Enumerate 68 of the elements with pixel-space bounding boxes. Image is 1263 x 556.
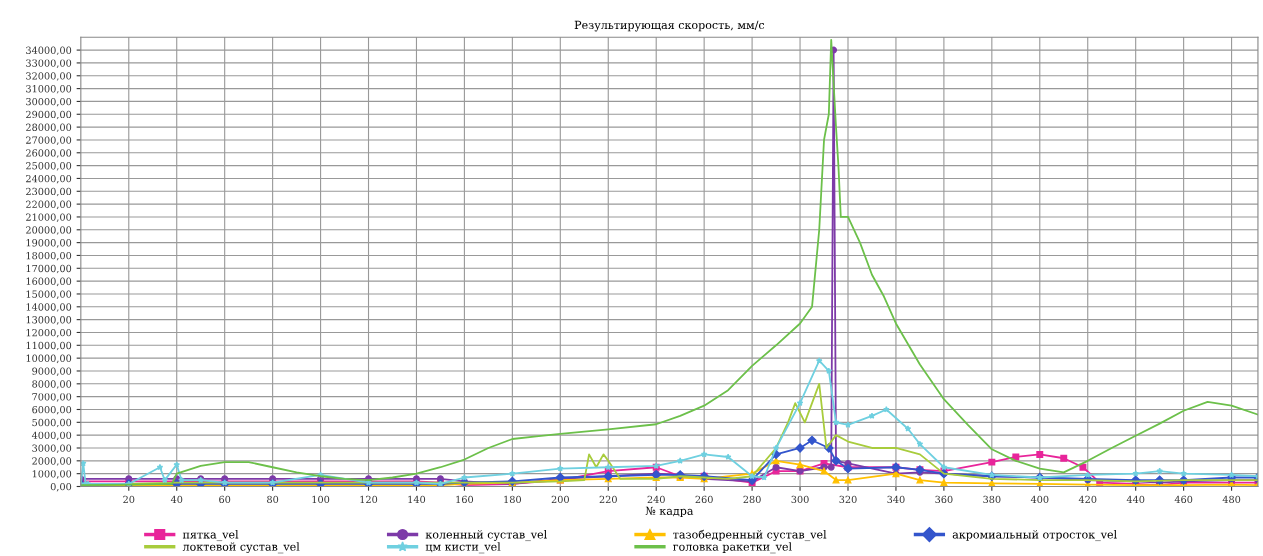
y-tick-label: 33000,00 [26, 59, 72, 68]
y-tick-label: 31000,00 [26, 85, 72, 94]
x-tick-label: 20 [123, 495, 135, 504]
x-tick-label: 440 [1126, 495, 1145, 504]
x-tick-label: 420 [1078, 495, 1097, 504]
x-tick-label: 460 [1174, 495, 1193, 504]
y-tick-label: 30000,00 [26, 97, 72, 107]
x-tick-label: 340 [887, 495, 905, 504]
y-tick-label: 7000,00 [32, 393, 72, 402]
x-tick-label: 300 [791, 495, 809, 504]
x-tick-label: 320 [839, 495, 857, 504]
legend-label: тазобедренный сустав_vel [673, 529, 827, 542]
x-tick-label: 480 [1222, 495, 1241, 504]
y-tick-label: 9000,00 [32, 367, 72, 376]
y-tick-label: 18000,00 [26, 251, 72, 261]
y-tick-label: 16000,00 [26, 277, 72, 287]
y-tick-label: 17000,00 [26, 264, 72, 274]
x-tick-label: 40 [170, 495, 183, 504]
y-tick-label: 13000,00 [26, 316, 72, 325]
legend-label: акромиальный отросток_vel [952, 529, 1117, 542]
x-tick-label: 100 [312, 495, 330, 504]
x-axis-title: № кадра [645, 506, 694, 518]
y-tick-label: 6000,00 [32, 405, 72, 415]
y-tick-label: 3000,00 [32, 444, 72, 454]
y-tick-label: 21000,00 [26, 213, 72, 222]
y-tick-label: 23000,00 [26, 187, 72, 197]
y-tick-label: 0,00 [50, 482, 72, 492]
y-tick-label: 11000,00 [26, 341, 72, 351]
y-tick-label: 32000,00 [26, 72, 72, 81]
chart-title: Результирующая скорость, мм/с [574, 20, 765, 32]
legend-label: коленный сустав_vel [425, 529, 547, 542]
x-tick-label: 180 [504, 495, 521, 504]
y-tick-label: 20000,00 [26, 226, 72, 235]
y-tick-label: 19000,00 [26, 239, 72, 248]
y-tick-label: 2000,00 [32, 457, 72, 466]
x-tick-label: 200 [551, 495, 569, 504]
x-tick-label: 60 [219, 495, 231, 504]
legend-label: локтевой сустав_vel [182, 542, 300, 554]
x-tick-label: 240 [647, 495, 665, 504]
y-tick-label: 27000,00 [26, 136, 72, 145]
y-tick-label: 34000,00 [26, 46, 72, 56]
y-tick-label: 12000,00 [26, 328, 72, 338]
x-tick-label: 280 [743, 495, 761, 504]
x-tick-label: 360 [935, 495, 953, 504]
legend-label: головка ракетки_vel [673, 542, 792, 554]
y-tick-label: 25000,00 [26, 162, 72, 171]
x-tick-label: 80 [267, 495, 279, 504]
legend-label: пятка_vel [182, 529, 239, 542]
y-tick-label: 26000,00 [26, 149, 72, 158]
y-tick-label: 14000,00 [26, 303, 72, 312]
y-tick-label: 5000,00 [32, 418, 72, 428]
legend-label: цм кисти_vel [425, 542, 501, 554]
y-tick-label: 24000,00 [26, 174, 72, 184]
x-tick-label: 400 [1030, 495, 1049, 504]
y-tick-label: 4000,00 [31, 431, 72, 441]
y-tick-label: 1000,00 [32, 470, 72, 479]
y-tick-label: 10000,00 [26, 354, 72, 364]
y-tick-label: 29000,00 [26, 110, 72, 120]
x-tick-label: 140 [408, 495, 426, 504]
x-tick-label: 220 [599, 495, 617, 504]
x-tick-label: 380 [983, 495, 1001, 504]
x-tick-label: 160 [456, 495, 474, 504]
y-tick-label: 22000,00 [26, 200, 72, 210]
y-tick-label: 15000,00 [26, 290, 72, 299]
y-tick-label: 8000,00 [32, 380, 72, 389]
x-tick-label: 120 [360, 495, 378, 504]
x-tick-label: 260 [695, 495, 713, 504]
y-tick-label: 28000,00 [26, 123, 72, 133]
